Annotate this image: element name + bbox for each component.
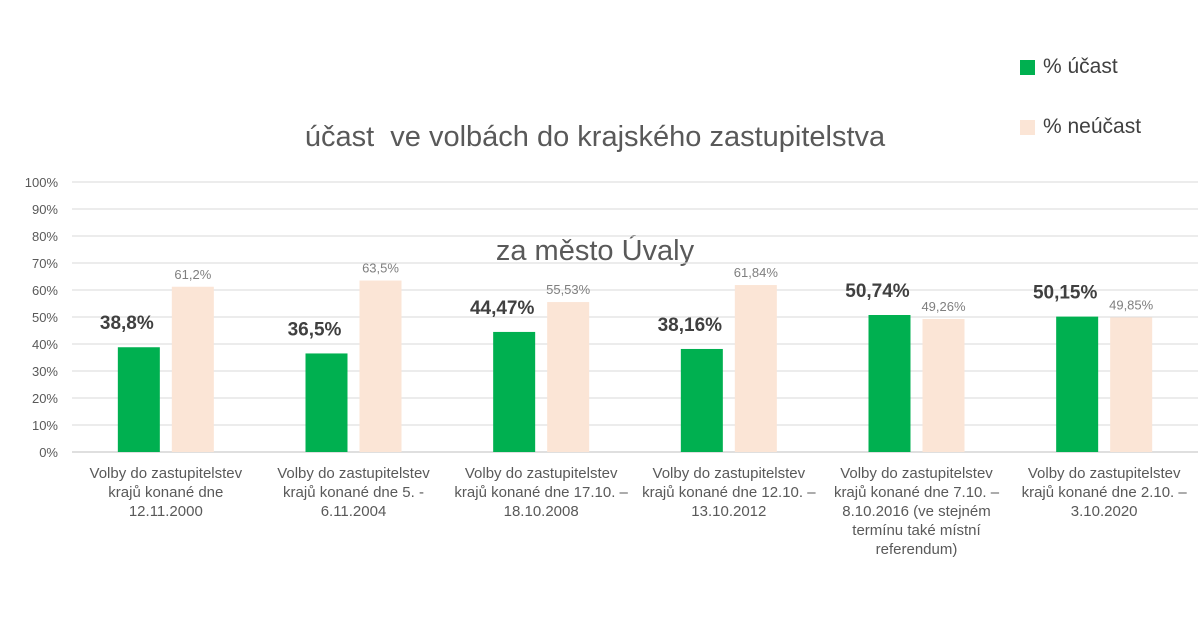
data-label-ucast: 36,5% xyxy=(288,319,342,340)
x-category-label: termínu také místní xyxy=(852,522,981,539)
data-label-neucast: 61,84% xyxy=(734,265,779,280)
x-category-label: Volby do zastupitelstev xyxy=(1028,465,1181,482)
legend-swatch-neucast xyxy=(1020,119,1035,135)
bar-neucast xyxy=(547,302,590,452)
y-tick-label: 0% xyxy=(39,445,58,460)
bar-neucast xyxy=(171,286,214,452)
legend-label-ucast: % účast xyxy=(1043,55,1118,78)
bar-ucast xyxy=(305,353,348,452)
x-category-label: krajů konané dne 17.10. – xyxy=(454,484,628,501)
y-tick-label: 70% xyxy=(32,256,58,271)
data-label-ucast: 38,8% xyxy=(100,313,154,334)
y-tick-label: 50% xyxy=(32,310,58,325)
x-category-label: 18.10.2008 xyxy=(504,503,579,520)
legend-swatch-ucast xyxy=(1020,59,1035,75)
chart-title: účast ve volbách do krajského zastupitel… xyxy=(195,42,995,308)
x-category-label: 13.10.2012 xyxy=(691,503,766,520)
x-category-label: Volby do zastupitelstev xyxy=(653,465,806,482)
y-tick-label: 80% xyxy=(32,229,58,244)
bar-ucast xyxy=(117,347,160,452)
x-category-label: 8.10.2016 (ve stejném xyxy=(842,503,990,520)
chart-title-line-1: účast ve volbách do krajského zastupitel… xyxy=(304,121,886,153)
x-category-label: 12.11.2000 xyxy=(129,503,203,520)
x-category-label: krajů konané dne 2.10. – xyxy=(1022,484,1188,501)
y-tick-label: 30% xyxy=(32,364,58,379)
y-tick-label: 10% xyxy=(32,418,58,433)
x-category-label: Volby do zastupitelstev xyxy=(840,465,993,482)
x-category-label: Volby do zastupitelstev xyxy=(90,465,243,482)
x-category-label: 6.11.2004 xyxy=(321,503,387,520)
bar-neucast xyxy=(359,280,402,452)
y-tick-label: 100% xyxy=(25,175,59,190)
legend-item-neucast: % neúčast xyxy=(1020,112,1141,142)
x-category-label: 3.10.2020 xyxy=(1071,503,1138,520)
bar-ucast xyxy=(493,331,536,452)
bar-neucast xyxy=(1110,317,1153,452)
y-tick-label: 20% xyxy=(32,391,58,406)
bar-ucast xyxy=(1056,316,1099,452)
legend-item-ucast: % účast xyxy=(1020,52,1141,82)
bar-ucast xyxy=(680,348,723,452)
data-label-ucast: 38,16% xyxy=(658,315,723,336)
bar-neucast xyxy=(734,285,777,452)
data-label-neucast: 61,2% xyxy=(174,267,211,282)
x-category-label: Volby do zastupitelstev xyxy=(465,465,618,482)
y-tick-label: 90% xyxy=(32,202,58,217)
chart-title-line-2: za město Úvaly xyxy=(495,235,695,267)
x-category-label: referendum) xyxy=(876,541,958,558)
bar-ucast xyxy=(868,315,911,452)
data-label-neucast: 49,85% xyxy=(1109,297,1154,312)
y-tick-label: 40% xyxy=(32,337,58,352)
legend-label-neucast: % neúčast xyxy=(1043,115,1142,138)
legend: % účast % neúčast xyxy=(1020,52,1141,172)
x-category-label: krajů konané dne 12.10. – xyxy=(642,484,816,501)
bar-neucast xyxy=(922,318,965,452)
data-label-neucast: 49,26% xyxy=(921,299,966,314)
data-label-neucast: 55,53% xyxy=(546,282,591,297)
x-category-label: krajů konané dne 5. - xyxy=(283,484,424,501)
x-category-label: Volby do zastupitelstev xyxy=(277,465,430,482)
x-category-label: krajů konané dne xyxy=(108,484,223,501)
y-tick-label: 60% xyxy=(32,283,58,298)
x-category-label: krajů konané dne 7.10. – xyxy=(834,484,1000,501)
data-label-ucast: 50,15% xyxy=(1033,283,1098,304)
data-label-neucast: 63,5% xyxy=(362,261,399,276)
data-label-ucast: 44,47% xyxy=(470,298,535,319)
data-label-ucast: 50,74% xyxy=(845,281,910,302)
